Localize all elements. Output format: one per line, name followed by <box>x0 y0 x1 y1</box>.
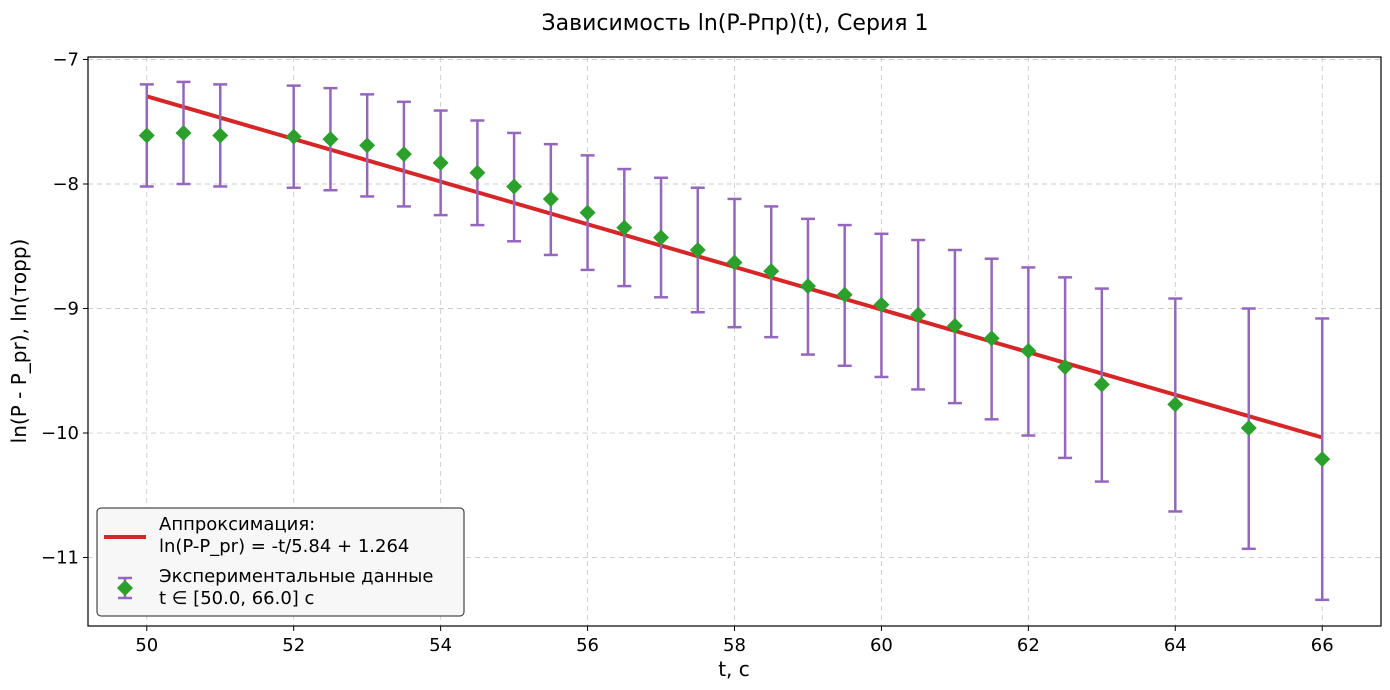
data-point <box>1314 451 1331 468</box>
data-point <box>616 219 633 236</box>
x-tick-label: 62 <box>1017 635 1040 656</box>
data-point <box>946 317 963 334</box>
data-point <box>506 178 523 195</box>
legend: Аппроксимация: ln(P-P_pr) = -t/5.84 + 1.2… <box>96 507 465 617</box>
data-point <box>1093 376 1110 393</box>
marker-layer <box>138 124 1331 468</box>
y-tick-label: −9 <box>52 299 79 320</box>
data-point <box>1020 342 1037 359</box>
y-tick-label: −10 <box>41 423 79 444</box>
tick-layer: 50 52 54 56 58 60 62 64 66 −7 −8 −9 −10 −11 <box>41 49 1334 656</box>
data-point <box>579 204 596 221</box>
data-point <box>836 286 853 303</box>
legend-data-swatch <box>117 576 133 600</box>
y-tick-label: −8 <box>52 174 79 195</box>
x-tick-label: 66 <box>1311 635 1334 656</box>
data-point <box>432 154 449 171</box>
data-point <box>799 278 816 295</box>
data-point <box>689 241 706 258</box>
data-point <box>1057 359 1074 376</box>
data-point <box>322 131 339 148</box>
legend-label-line: ln(P-P_pr) = -t/5.84 + 1.264 <box>159 536 409 557</box>
y-tick-label: −11 <box>41 548 79 569</box>
data-point <box>726 254 743 271</box>
data-point <box>469 164 486 181</box>
x-tick-label: 54 <box>429 635 452 656</box>
chart-title: Зависимость ln(P-Pпр)(t), Серия 1 <box>542 11 929 36</box>
x-tick-label: 64 <box>1164 635 1187 656</box>
data-point <box>175 124 192 141</box>
data-point <box>1167 396 1184 413</box>
x-tick-label: 56 <box>576 635 599 656</box>
data-point <box>285 128 302 145</box>
legend-marker-swatch <box>117 580 133 596</box>
data-point <box>395 146 412 163</box>
y-axis-label: ln(P - P_pr), ln(торр) <box>7 239 31 444</box>
data-point <box>542 190 559 207</box>
data-point <box>983 330 1000 347</box>
legend-label-line: t ∈ [50.0, 66.0] c <box>159 588 314 609</box>
x-tick-label: 50 <box>135 635 158 656</box>
data-point <box>212 127 229 144</box>
x-tick-label: 52 <box>282 635 305 656</box>
data-point <box>763 263 780 280</box>
legend-label-line: Аппроксимация: <box>159 514 315 535</box>
data-point <box>653 229 670 246</box>
legend-data-label: Экспериментальные данные t ∈ [50.0, 66.0]… <box>159 566 433 609</box>
x-tick-label: 60 <box>870 635 893 656</box>
legend-box <box>96 507 465 617</box>
data-point <box>138 127 155 144</box>
data-point <box>910 306 927 323</box>
data-point <box>359 137 376 154</box>
x-tick-label: 58 <box>723 635 746 656</box>
legend-label-line: Экспериментальные данные <box>159 566 433 587</box>
legend-fit-label: Аппроксимация: ln(P-P_pr) = -t/5.84 + 1.2… <box>159 514 409 557</box>
x-axis-label: t, c <box>718 657 750 681</box>
y-tick-label: −7 <box>52 49 79 70</box>
data-point <box>873 296 890 313</box>
data-point <box>1240 420 1257 437</box>
